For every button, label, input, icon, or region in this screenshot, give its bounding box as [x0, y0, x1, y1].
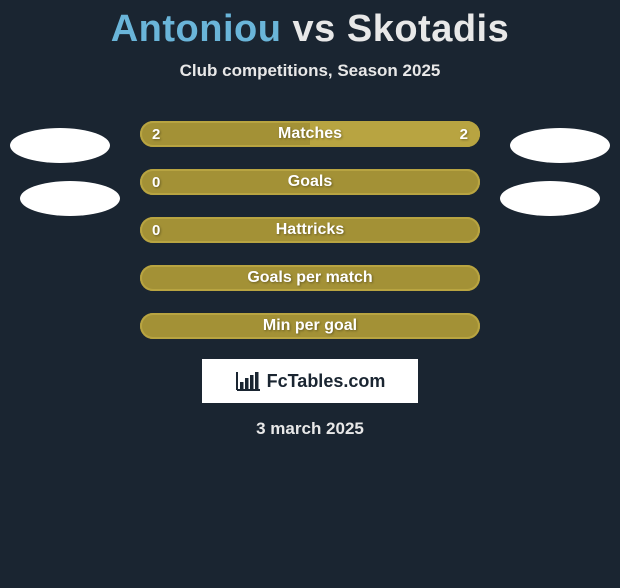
page-title: Antoniou vs Skotadis — [0, 8, 620, 51]
stat-label: Goals — [288, 173, 332, 191]
stat-row: 0 Hattricks — [140, 217, 480, 243]
subtitle: Club competitions, Season 2025 — [0, 61, 620, 81]
player1-badge-2 — [20, 181, 120, 216]
player2-badge — [510, 128, 610, 163]
stat-label: Goals per match — [247, 269, 372, 287]
vs-text: vs — [293, 8, 336, 50]
logo: FcTables.com — [235, 370, 386, 392]
date-text: 3 march 2025 — [0, 419, 620, 439]
stat-value-left: 0 — [152, 174, 160, 191]
stat-row: 0 Goals — [140, 169, 480, 195]
stat-label: Matches — [278, 125, 342, 143]
stat-row: Goals per match — [140, 265, 480, 291]
player2-name: Skotadis — [347, 8, 509, 50]
stat-value-left: 0 — [152, 222, 160, 239]
stat-label: Hattricks — [276, 221, 344, 239]
logo-box: FcTables.com — [202, 359, 418, 403]
stat-value-left: 2 — [152, 126, 160, 143]
stat-label: Min per goal — [263, 317, 357, 335]
stat-row: 2 2 Matches — [140, 121, 480, 147]
player1-name: Antoniou — [111, 8, 282, 50]
stat-row: Min per goal — [140, 313, 480, 339]
player2-badge-2 — [500, 181, 600, 216]
stat-value-right: 2 — [460, 126, 468, 143]
player1-badge — [10, 128, 110, 163]
bar-chart-icon — [235, 370, 261, 392]
logo-text: FcTables.com — [267, 371, 386, 392]
